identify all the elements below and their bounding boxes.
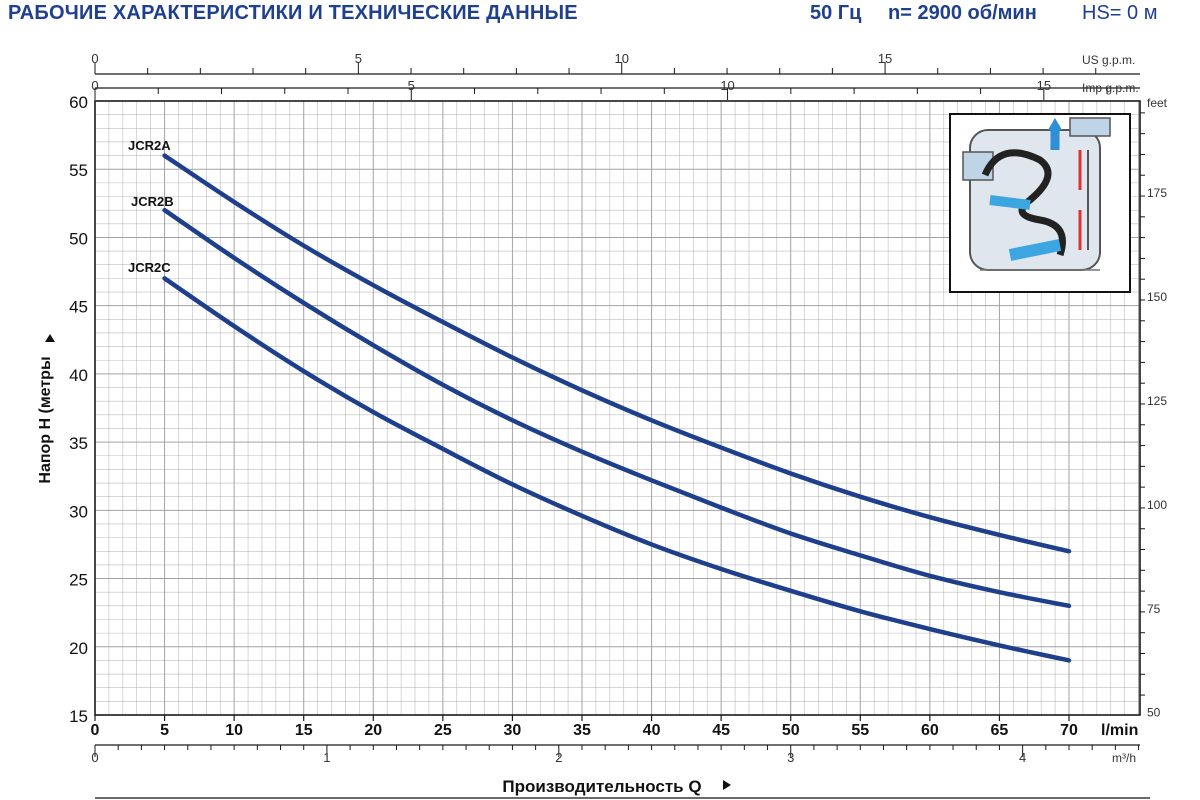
curve-jcr2b [162,207,1072,609]
feet-tick-label: 50 [1147,706,1161,720]
x-tick-label: 25 [434,722,452,739]
m3h-tick-label: 4 [1019,750,1026,765]
y-tick-label: 20 [69,639,88,658]
feet-unit-label: feet [1147,96,1168,110]
x-tick-label: 15 [295,722,313,739]
curve-jcr2c [162,276,1072,663]
pump-cross-section-icon [949,113,1131,293]
header: РАБОЧИЕ ХАРАКТЕРИСТИКИ И ТЕХНИЧЕСКИЕ ДАН… [0,0,1200,30]
series-label-jcr2a: JCR2A [128,138,171,153]
m3h-tick-label: 2 [555,750,562,765]
x-tick-label: 70 [1060,722,1078,739]
x-tick-label: 50 [782,722,800,739]
us-gpm-tick-label: 5 [355,51,362,66]
us-gpm-tick-label: 0 [91,51,98,66]
series-label-jcr2c: JCR2C [128,260,171,275]
y-tick-label: 45 [69,298,88,317]
speed-label: n= 2900 об/мин [888,2,1037,24]
x-tick-label: 45 [712,722,730,739]
x-axis-label: Производительность Q [502,777,701,796]
x-tick-label: 5 [160,722,169,739]
imp-gpm-unit-label: Imp g.p.m. [1082,81,1139,95]
us-gpm-tick-label: 15 [878,51,892,66]
suction-height-label: HS= 0 м [1082,2,1158,24]
x-tick-label: 30 [504,722,522,739]
feet-tick-label: 75 [1147,602,1161,616]
curves: JCR2A JCR2B JCR2C [128,138,1072,663]
feet-tick-label: 175 [1147,186,1167,200]
y-tick-label: 30 [69,502,88,521]
y-tick-label: 55 [69,161,88,180]
frequency-label: 50 Гц [810,2,862,24]
curve-jcr2a [162,153,1072,554]
imp-gpm-tick-label: 0 [91,78,98,93]
y-tick-label: 35 [69,434,88,453]
imp-gpm-tick-label: 5 [408,78,415,93]
x-unit-label: l/min [1101,722,1138,739]
x-tick-label: 60 [921,722,939,739]
y-tick-label: 60 [69,93,88,112]
y-axis-arrow-icon [45,334,55,342]
x-tick-label: 10 [225,722,243,739]
us-gpm-unit-label: US g.p.m. [1082,53,1135,67]
us-gpm-tick-label: 10 [614,51,628,66]
x-tick-label: 65 [991,722,1009,739]
x-tick-label: 0 [91,722,100,739]
feet-tick-label: 100 [1147,498,1167,512]
m3h-tick-label: 1 [323,750,330,765]
x-tick-label: 55 [851,722,869,739]
y-tick-label: 50 [69,229,88,248]
y-tick-label: 40 [69,366,88,385]
m3h-unit-label: m³/h [1112,751,1136,765]
y-axis-label: Напор H (метры [37,356,54,483]
series-label-jcr2b: JCR2B [131,194,174,209]
m3h-tick-label: 0 [91,750,98,765]
x-tick-label: 40 [643,722,661,739]
page-title: РАБОЧИЕ ХАРАКТЕРИСТИКИ И ТЕХНИЧЕСКИЕ ДАН… [8,2,578,24]
feet-tick-label: 125 [1147,394,1167,408]
x-tick-label: 20 [364,722,382,739]
imp-gpm-tick-label: 15 [1037,78,1051,93]
plot-frame [94,100,1141,716]
x-axis-arrow-icon [723,780,731,790]
feet-tick-label: 150 [1147,290,1167,304]
m3h-tick-label: 3 [787,750,794,765]
imp-gpm-tick-label: 10 [720,78,734,93]
x-tick-label: 35 [573,722,591,739]
y-tick-label: 25 [69,571,88,590]
y-tick-label: 15 [69,707,88,726]
